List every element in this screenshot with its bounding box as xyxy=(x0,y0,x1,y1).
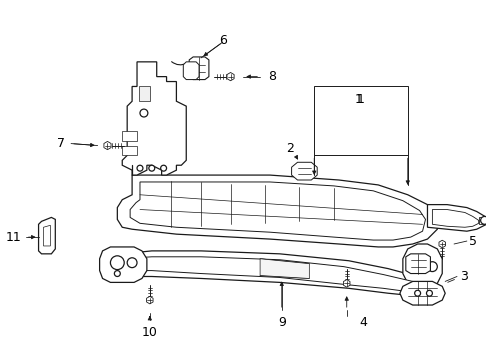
Text: 7: 7 xyxy=(57,137,65,150)
Polygon shape xyxy=(260,259,309,278)
Polygon shape xyxy=(122,62,186,175)
Circle shape xyxy=(407,262,417,271)
Polygon shape xyxy=(405,254,429,274)
Text: 8: 8 xyxy=(267,70,275,83)
Text: 5: 5 xyxy=(468,235,476,248)
Text: 9: 9 xyxy=(277,316,285,329)
Circle shape xyxy=(414,290,420,296)
Text: 1: 1 xyxy=(356,93,364,106)
Polygon shape xyxy=(399,282,444,305)
Polygon shape xyxy=(291,162,317,180)
Polygon shape xyxy=(122,131,137,141)
Circle shape xyxy=(110,256,124,270)
Polygon shape xyxy=(343,280,349,287)
Polygon shape xyxy=(130,182,425,240)
Text: 6: 6 xyxy=(218,34,226,47)
Circle shape xyxy=(426,290,431,296)
Polygon shape xyxy=(226,72,234,81)
Polygon shape xyxy=(118,257,427,293)
Circle shape xyxy=(427,262,436,271)
Polygon shape xyxy=(478,217,486,224)
Polygon shape xyxy=(183,62,199,80)
Polygon shape xyxy=(189,57,208,80)
Circle shape xyxy=(127,258,137,267)
Polygon shape xyxy=(117,175,436,247)
Polygon shape xyxy=(100,247,146,282)
Circle shape xyxy=(137,165,142,171)
Polygon shape xyxy=(402,244,441,288)
Polygon shape xyxy=(146,296,153,304)
Circle shape xyxy=(161,165,166,171)
Text: 10: 10 xyxy=(142,326,158,339)
Polygon shape xyxy=(431,210,478,227)
Text: 3: 3 xyxy=(459,270,467,283)
Circle shape xyxy=(148,165,154,171)
Polygon shape xyxy=(427,204,486,231)
Circle shape xyxy=(480,216,488,224)
Polygon shape xyxy=(39,217,55,254)
Text: 4: 4 xyxy=(359,316,366,329)
Circle shape xyxy=(114,271,120,276)
FancyBboxPatch shape xyxy=(314,86,407,156)
Polygon shape xyxy=(438,240,445,248)
Circle shape xyxy=(140,109,147,117)
Text: 11: 11 xyxy=(6,231,22,244)
Polygon shape xyxy=(43,225,50,246)
Polygon shape xyxy=(122,145,137,156)
Text: 2: 2 xyxy=(285,142,293,155)
Polygon shape xyxy=(139,86,149,101)
Polygon shape xyxy=(112,251,436,296)
Text: 1: 1 xyxy=(354,93,362,106)
Polygon shape xyxy=(104,141,111,150)
